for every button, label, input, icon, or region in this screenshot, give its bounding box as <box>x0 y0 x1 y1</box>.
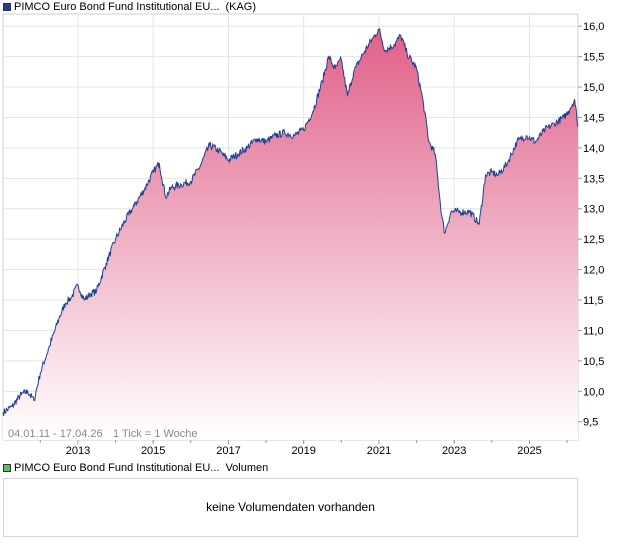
y-tick-label: 9,5 <box>583 417 598 429</box>
volume-legend: PIMCO Euro Bond Fund Institutional EU...… <box>3 461 268 475</box>
y-tick-label: 14,0 <box>583 143 604 155</box>
x-tick-label: 2025 <box>517 445 541 457</box>
footnote-tick: 1 Tick = 1 Woche <box>113 428 197 440</box>
y-tick-label: 15,5 <box>583 52 604 64</box>
y-tick-label: 10,5 <box>583 356 604 368</box>
footnote-range: 04.01.11 - 17.04.26 <box>8 428 103 440</box>
price-legend-swatch <box>3 3 11 11</box>
x-tick-label: 2013 <box>66 445 90 457</box>
price-area-fill <box>3 28 578 441</box>
y-tick-label: 16,0 <box>583 21 604 33</box>
volume-empty-message: keine Volumendaten vorhanden <box>206 500 375 514</box>
volume-legend-name: PIMCO Euro Bond Fund Institutional EU... <box>14 462 220 474</box>
y-axis: 9,5 10,0 10,5 11,0 11,5 12,0 12,5 13,0 13,5 14,0 1… <box>578 21 604 429</box>
price-legend-tag: (KAG) <box>225 1 256 13</box>
volume-panel: keine Volumendaten vorhanden <box>3 478 578 537</box>
volume-legend-tag: Volumen <box>225 462 269 474</box>
volume-legend-swatch <box>3 464 11 472</box>
x-tick-label: 2015 <box>141 445 165 457</box>
price-legend-name: PIMCO Euro Bond Fund Institutional EU... <box>14 1 220 13</box>
y-tick-label: 10,0 <box>583 386 604 398</box>
x-axis: 2013 2015 2017 2019 2021 2023 2025 <box>39 440 568 457</box>
y-tick-label: 11,5 <box>583 295 604 307</box>
x-tick-label: 2019 <box>291 445 315 457</box>
price-chart: 9,5 10,0 10,5 11,0 11,5 12,0 12,5 13,0 13,5 14,0 1… <box>2 13 604 457</box>
y-tick-label: 15,0 <box>583 82 604 94</box>
x-tick-label: 2023 <box>442 445 466 457</box>
price-series-line <box>2 28 579 416</box>
y-tick-label: 14,5 <box>583 112 604 124</box>
x-tick-label: 2021 <box>367 445 391 457</box>
x-tick-label: 2017 <box>216 445 240 457</box>
y-tick-label: 13,5 <box>583 173 604 185</box>
y-tick-label: 13,0 <box>583 204 604 216</box>
y-tick-label: 11,0 <box>583 325 604 337</box>
y-tick-label: 12,0 <box>583 265 604 277</box>
price-legend: PIMCO Euro Bond Fund Institutional EU...… <box>3 0 256 14</box>
y-tick-label: 12,5 <box>583 234 604 246</box>
